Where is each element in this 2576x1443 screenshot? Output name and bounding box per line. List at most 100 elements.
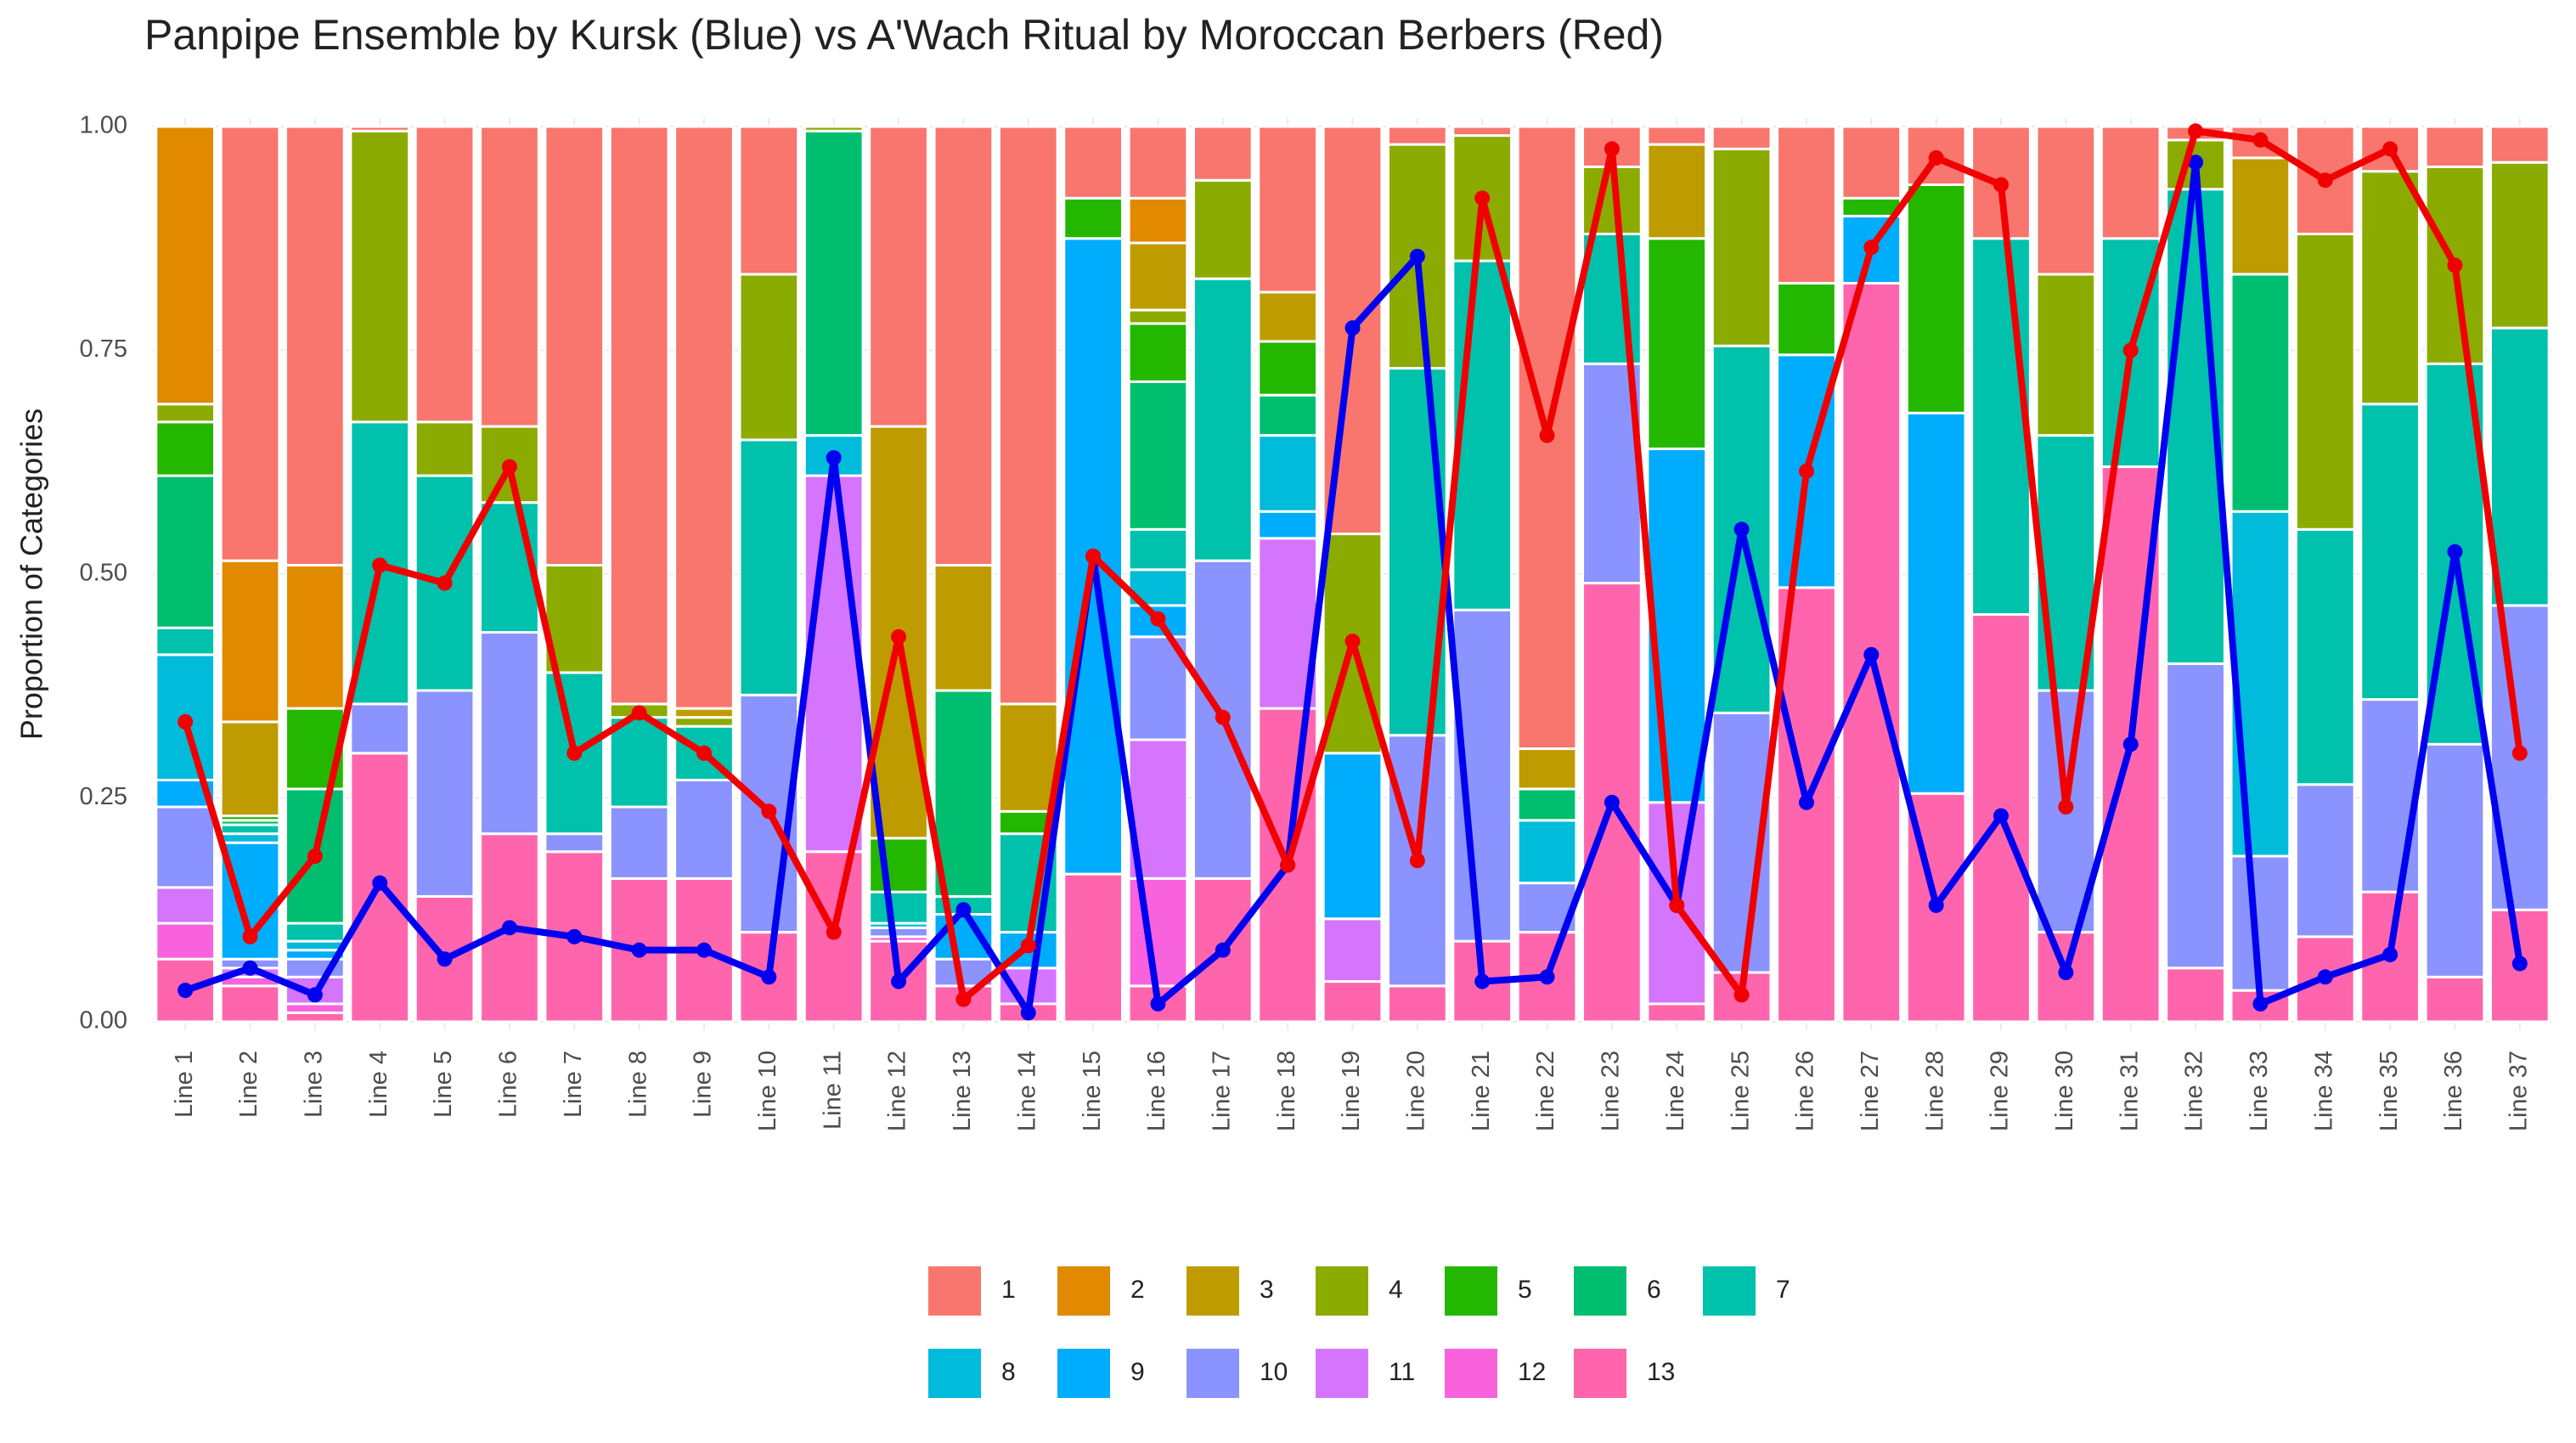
- line-point: [501, 459, 517, 475]
- bar-segment: [933, 125, 995, 566]
- chart-title: Panpipe Ensemble by Kursk (Blue) vs A'Wa…: [144, 11, 1664, 59]
- legend-key: [1574, 1349, 1626, 1398]
- x-tick-label: Line 30: [2051, 1051, 2078, 1131]
- bar-segment: [479, 631, 540, 836]
- legend-key: [1057, 1266, 1110, 1316]
- x-tick-label: Line 14: [1013, 1051, 1040, 1131]
- line-point: [2447, 544, 2463, 560]
- bar-segment: [803, 850, 865, 1023]
- line-point: [1344, 320, 1361, 336]
- line-point: [826, 924, 842, 940]
- x-tick-label: Line 4: [365, 1051, 392, 1118]
- legend-key: [1057, 1349, 1110, 1398]
- bar-segment: [285, 1002, 346, 1014]
- bar-segment: [2359, 698, 2421, 893]
- bar-segment: [608, 125, 670, 706]
- line-point: [1280, 857, 1296, 873]
- bar-segment: [2100, 125, 2162, 240]
- legend-label: 3: [1260, 1276, 1274, 1304]
- x-tick-label: Line 17: [1208, 1051, 1235, 1131]
- bar-segment: [1322, 752, 1384, 921]
- line-point: [2252, 132, 2269, 148]
- y-tick-label: 0.75: [80, 335, 127, 363]
- x-tick-label: Line 6: [495, 1051, 522, 1118]
- x-tick-label: Line 7: [560, 1051, 587, 1118]
- bar-segment: [803, 474, 865, 854]
- line-point: [1150, 611, 1166, 627]
- bar-segment: [933, 563, 995, 692]
- y-tick-label: 0.00: [80, 1007, 127, 1034]
- line-point: [1798, 794, 1814, 810]
- bar-segment: [868, 926, 929, 939]
- bar-segment: [1127, 196, 1189, 245]
- line-point: [2317, 172, 2333, 189]
- line-point: [1993, 808, 2010, 824]
- line-point: [2188, 123, 2204, 139]
- bar-segment: [1646, 125, 1708, 146]
- line-point: [372, 557, 388, 573]
- bar-segment: [2165, 662, 2226, 970]
- bar-segment: [479, 125, 540, 428]
- x-tick-label: Line 9: [690, 1051, 717, 1118]
- x-tick-label: Line 33: [2246, 1051, 2273, 1131]
- x-tick-label: Line 37: [2505, 1051, 2532, 1131]
- x-tick-label: Line 27: [1857, 1051, 1884, 1131]
- x-tick-label: Line 15: [1079, 1051, 1106, 1131]
- x-tick-label: Line 1: [171, 1051, 198, 1118]
- legend-key: [1316, 1266, 1368, 1316]
- bar-segment: [997, 125, 1059, 706]
- line-point: [1409, 248, 1425, 264]
- line-point: [501, 920, 517, 936]
- line-point: [1669, 897, 1685, 913]
- line-point: [955, 902, 972, 918]
- x-tick-label: Line 20: [1403, 1051, 1430, 1131]
- bar-segment: [349, 702, 411, 755]
- bar-segment: [2294, 232, 2356, 531]
- x-tick-label: Line 35: [2376, 1051, 2403, 1131]
- line-point: [1474, 190, 1491, 206]
- line-point: [1344, 634, 1361, 650]
- line-point: [2447, 257, 2463, 273]
- legend-key: [1187, 1349, 1239, 1398]
- bar-segment: [219, 984, 281, 1023]
- bar-segment: [155, 886, 217, 925]
- bar-segment: [414, 689, 476, 898]
- line-point: [761, 803, 777, 820]
- bar-segment: [155, 626, 217, 657]
- bar-segment: [1451, 125, 1513, 138]
- legend-key: [1445, 1266, 1497, 1316]
- line-point: [761, 969, 777, 985]
- line-point: [372, 875, 388, 891]
- line-point: [178, 713, 194, 730]
- bar-segment: [285, 125, 346, 566]
- line-point: [696, 942, 712, 958]
- bar-segment: [1776, 125, 1837, 285]
- bar-segment: [1451, 259, 1513, 612]
- bar-segment: [2424, 742, 2486, 978]
- line-point: [2188, 155, 2204, 171]
- legend-key: [928, 1349, 981, 1398]
- y-tick-label: 0.50: [80, 560, 127, 587]
- x-tick-label: Line 2: [235, 1051, 262, 1118]
- bar-segment: [674, 778, 735, 880]
- bar-segment: [1776, 281, 1837, 357]
- bar-segment: [2035, 273, 2097, 437]
- bar-segment: [1192, 277, 1254, 562]
- bar-segment: [2359, 403, 2421, 702]
- legend-label: 5: [1518, 1276, 1532, 1304]
- bar-segment: [285, 1011, 346, 1023]
- bar-segment: [1646, 447, 1708, 804]
- bar-segment: [1257, 340, 1319, 397]
- bar-segment: [1127, 527, 1189, 572]
- bar-segment: [285, 922, 346, 943]
- legend-label: 11: [1389, 1358, 1415, 1386]
- line-point: [1539, 427, 1555, 443]
- bar-segment: [2229, 156, 2291, 276]
- bar-segment: [285, 563, 346, 710]
- line-point: [891, 973, 907, 989]
- bar-segment: [608, 805, 670, 880]
- x-tick-label: Line 23: [1598, 1051, 1625, 1131]
- bar-segment: [2229, 510, 2291, 858]
- bar-segment: [1386, 125, 1448, 146]
